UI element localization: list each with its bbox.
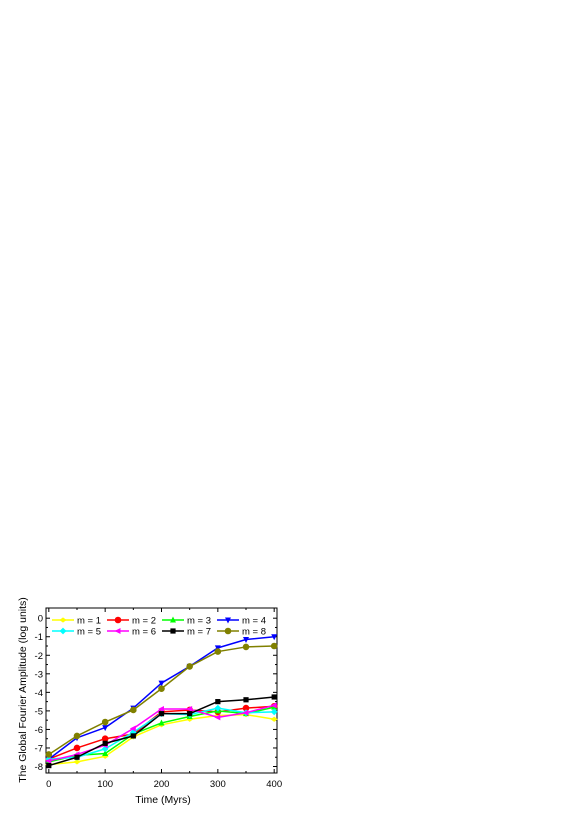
y-tick-label: -1 (35, 632, 43, 643)
legend-label: m = 1 (77, 616, 101, 627)
data-point (129, 725, 136, 732)
y-tick-label: -3 (35, 669, 43, 680)
legend-swatch-marker (59, 627, 67, 635)
series-line (48, 635, 275, 760)
legend-label: m = 6 (132, 627, 156, 638)
x-axis-label: Time (Myrs) (135, 794, 191, 806)
series-layer (45, 634, 278, 769)
data-point (270, 716, 278, 722)
data-point (45, 757, 52, 764)
data-point (242, 709, 249, 716)
legend-item: m = 8 (217, 627, 266, 638)
data-point (102, 740, 108, 746)
x-tick-label: 300 (210, 779, 226, 790)
y-tick-label: -6 (35, 725, 43, 736)
legend-item: m = 2 (107, 616, 156, 627)
legend: m = 1 m = 2 m = 3 m = 4 m = 5 m = 6 m = 7 m = 8 (52, 616, 266, 638)
legend-item: m = 1 (52, 616, 101, 627)
legend-swatch-marker (225, 617, 231, 624)
y-tick-label: -5 (35, 706, 43, 717)
data-point (214, 714, 221, 721)
data-point (130, 706, 137, 714)
data-point (46, 762, 52, 769)
data-point (270, 702, 277, 709)
legend-swatch-marker (170, 628, 176, 634)
data-point (187, 711, 193, 717)
data-point (102, 725, 109, 732)
data-point (158, 680, 165, 687)
data-point (214, 648, 222, 655)
legend-item: m = 4 (217, 616, 266, 627)
series-line (48, 696, 275, 767)
y-axis-label: The Global Fourier Amplitude (log units) (17, 597, 29, 783)
legend-swatch-marker (224, 627, 232, 635)
data-point (243, 637, 250, 644)
data-point (74, 754, 80, 760)
data-point (271, 634, 278, 641)
y-tick-label: -4 (35, 688, 43, 699)
data-point (271, 694, 277, 700)
y-tick-label: -7 (35, 743, 43, 754)
data-point (158, 719, 165, 726)
data-point (186, 706, 193, 713)
data-point (73, 732, 81, 740)
legend-swatch-marker (114, 628, 121, 634)
legend-label: m = 3 (187, 616, 211, 627)
x-tick-label: 400 (266, 779, 282, 790)
y-tick-label: -8 (35, 762, 43, 773)
data-point (186, 716, 194, 722)
data-point (102, 750, 109, 757)
data-point (101, 718, 109, 726)
data-point (270, 708, 278, 716)
legend-label: m = 5 (77, 627, 101, 638)
data-point (101, 753, 109, 759)
legend-label: m = 4 (242, 616, 266, 627)
series-7 (46, 694, 277, 769)
legend-label: m = 8 (242, 627, 266, 638)
y-tick-label: -2 (35, 651, 43, 662)
legend-item: m = 7 (162, 627, 211, 638)
data-point (214, 704, 222, 712)
x-axis-ticks: 0 100 200 300 400 (46, 608, 282, 790)
data-point (130, 733, 136, 739)
data-point (242, 643, 250, 651)
series-8 (45, 642, 278, 758)
data-point (186, 663, 193, 670)
data-point (101, 735, 109, 743)
legend-item: m = 5 (52, 627, 101, 638)
x-tick-label: 0 (46, 779, 51, 790)
legend-swatch-marker (114, 616, 122, 624)
legend-label: m = 7 (187, 627, 211, 638)
data-point (73, 759, 81, 765)
data-point (158, 685, 165, 692)
legend-swatch-marker (59, 617, 67, 623)
x-tick-label: 200 (154, 779, 170, 790)
data-point (158, 711, 165, 717)
legend-item: m = 3 (162, 616, 211, 627)
legend-item: m = 6 (107, 627, 156, 638)
data-point (73, 744, 81, 752)
data-point (215, 699, 221, 705)
x-tick-label: 100 (97, 779, 113, 790)
legend-swatch-marker (170, 616, 176, 623)
data-point (45, 751, 53, 758)
data-point (158, 706, 164, 713)
data-point (270, 642, 278, 650)
legend-label: m = 2 (132, 616, 156, 627)
y-tick-label: 0 (38, 614, 43, 625)
data-point (243, 697, 249, 703)
series-4 (45, 634, 278, 763)
